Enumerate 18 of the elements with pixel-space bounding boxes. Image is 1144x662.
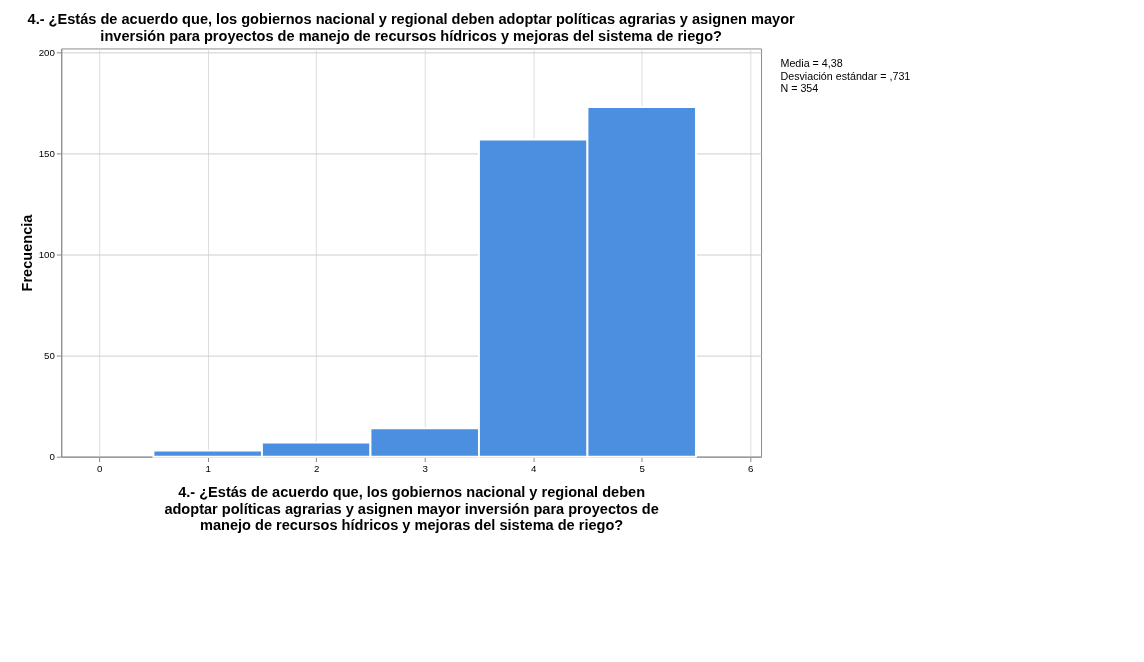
text: N = 354 <box>780 82 819 95</box>
x-tick-label: 3 <box>422 462 428 474</box>
x-tick-label: 5 <box>639 462 645 474</box>
y-tick-label: 0 <box>49 451 56 463</box>
x-tick-label: 4 <box>530 462 537 474</box>
y-tick-label: 200 <box>38 46 56 58</box>
chart-title: 4.- ¿Estás de acuerdo que, los gobiernos nacional y regional deben adoptar políticas agrarias y asignen mayor inversión para proyectos de manejo de recursos hídricos y mejoras del sistema de riego? <box>27 11 796 44</box>
y-tick-label: 150 <box>38 147 56 159</box>
y-tick-label: 100 <box>38 249 56 260</box>
x-axis-title: 4.- ¿Estás de acuerdo que, los gobiernos nacional y regional deben adoptar políticas agrarias y asignen mayor inversión para proyectos de manejo de recursos hídricos y mejoras del sistema de riego? <box>164 484 659 534</box>
text: Media = 4,38 <box>780 56 843 69</box>
x-tick-label: 0 <box>96 462 103 474</box>
y-tick-label: 50 <box>44 350 56 362</box>
x-tick-label: 2 <box>313 462 320 474</box>
text: Desviación estándar = ,731 <box>780 69 911 82</box>
x-tick-label: 1 <box>205 462 211 474</box>
x-tick-label: 6 <box>747 462 754 474</box>
y-axis-title: Frecuencia <box>18 213 35 292</box>
